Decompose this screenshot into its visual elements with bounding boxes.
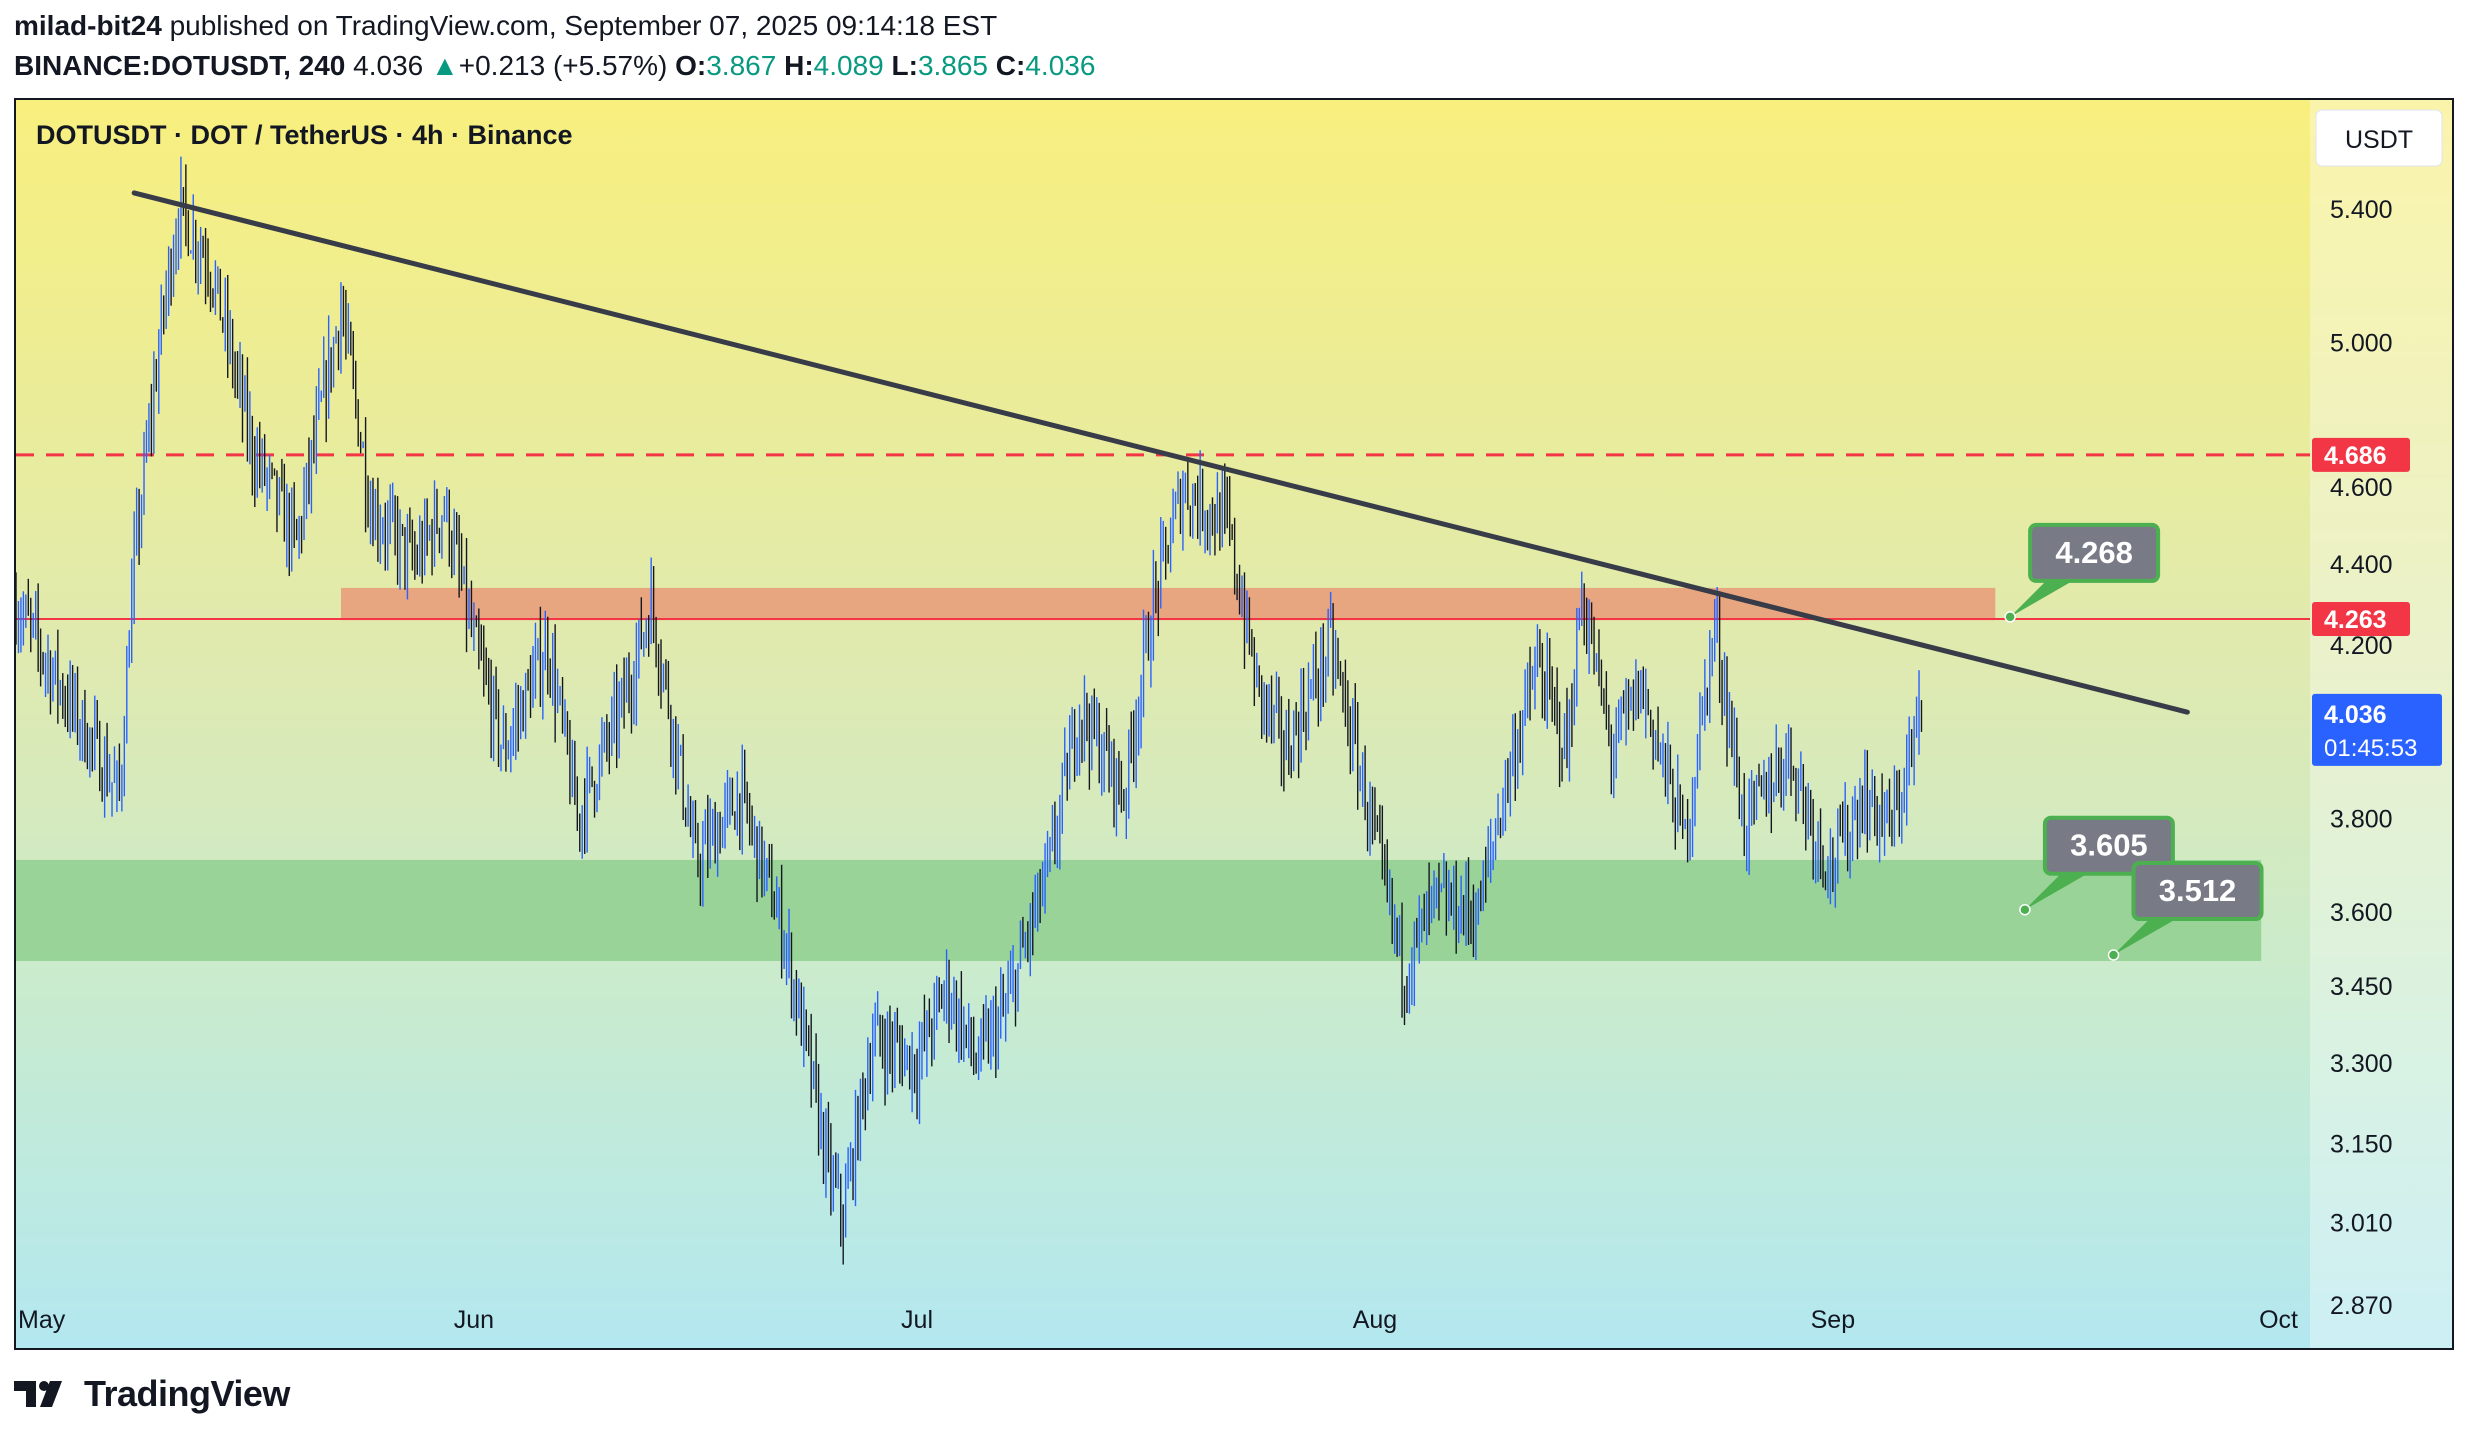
open-label: O: <box>675 50 707 81</box>
change-arrow-icon: ▲ <box>431 50 459 81</box>
y-tick-3.600: 3.600 <box>2330 899 2393 927</box>
callout-label-4.268: 4.268 <box>2055 535 2133 570</box>
y-tick-5.400: 5.400 <box>2330 196 2393 224</box>
callout-label-3.605: 3.605 <box>2070 828 2148 863</box>
footer: TradingView <box>14 1372 290 1416</box>
y-tick-3.800: 3.800 <box>2330 805 2393 833</box>
support-zone[interactable] <box>16 859 2262 961</box>
y-tick-4.600: 4.600 <box>2330 474 2393 502</box>
y-tick-4.400: 4.400 <box>2330 551 2393 579</box>
callout-pointer-4.268 <box>2010 578 2077 617</box>
x-tick-aug: Aug <box>1353 1306 1397 1334</box>
callout-box-3.512[interactable] <box>2131 861 2264 922</box>
open-value: 3.867 <box>706 50 777 81</box>
chart-title: DOTUSDT · DOT / TetherUS · 4h · Binance <box>36 120 573 150</box>
tradingview-logo-icon[interactable] <box>14 1377 70 1411</box>
last-price-label: 4.036 <box>2324 701 2387 729</box>
y-tick-2.870: 2.870 <box>2330 1292 2393 1320</box>
last-price: 4.036 <box>353 50 424 81</box>
y-tick-3.010: 3.010 <box>2330 1210 2393 1238</box>
chart-frame[interactable]: 4.268 3.605 3.512 5.400 5.000 4.600 4.400 4.20… <box>14 98 2454 1350</box>
x-tick-sep: Sep <box>1811 1306 1855 1334</box>
bar-countdown-label: 01:45:53 <box>2324 735 2417 762</box>
descending-trendline[interactable] <box>131 190 2190 715</box>
x-tick-jul: Jul <box>901 1306 933 1334</box>
chart-background <box>16 100 2452 1348</box>
high-value: 4.089 <box>813 50 884 81</box>
tradingview-brand[interactable]: TradingView <box>84 1373 290 1414</box>
symbol-label: BINANCE:DOTUSDT, 240 <box>14 50 346 81</box>
resistance-zone[interactable] <box>340 587 1996 621</box>
callout-box-3.605[interactable] <box>2042 815 2175 876</box>
price-badge-4.686 <box>2312 437 2410 472</box>
y-tick-4.200: 4.200 <box>2330 632 2393 660</box>
callout-anchor-3.512 <box>2107 949 2120 961</box>
low-value: 3.865 <box>917 50 989 81</box>
y-tick-3.300: 3.300 <box>2330 1050 2393 1078</box>
low-label: L: <box>891 50 918 81</box>
x-tick-may: May <box>18 1306 66 1334</box>
close-label: C: <box>995 50 1026 81</box>
callout-anchor-3.605 <box>2019 903 2031 916</box>
last-price-badge <box>2312 693 2442 766</box>
price-chart[interactable]: 4.268 3.605 3.512 5.400 5.000 4.600 4.400 4.20… <box>15 100 2452 1348</box>
callout-pointer-3.605 <box>2024 871 2091 910</box>
author-name[interactable]: milad-bit24 <box>14 10 162 41</box>
symbol-info: BINANCE:DOTUSDT, 240 4.036 ▲+0.213 (+5.5… <box>14 50 1095 82</box>
close-value: 4.036 <box>1025 50 1096 81</box>
price-badge-4.263 <box>2312 601 2410 636</box>
y-tick-3.450: 3.450 <box>2330 973 2393 1001</box>
y-tick-3.150: 3.150 <box>2330 1131 2393 1159</box>
callout-box-4.268[interactable] <box>2028 522 2161 583</box>
callout-pointer-3.512 <box>2113 917 2180 956</box>
x-tick-oct: Oct <box>2259 1306 2298 1334</box>
price-badge-label-4.263: 4.263 <box>2324 606 2387 634</box>
price-badge-label-4.686: 4.686 <box>2324 442 2387 470</box>
y-tick-5.000: 5.000 <box>2330 329 2393 357</box>
currency-button-label: USDT <box>2345 126 2413 154</box>
publish-text: published on TradingView.com, September … <box>161 10 998 41</box>
callout-label-3.512: 3.512 <box>2159 873 2237 908</box>
x-tick-jun: Jun <box>454 1306 494 1334</box>
publish-info: milad-bit24 published on TradingView.com… <box>14 10 997 42</box>
callout-anchor-4.268 <box>2004 611 2016 623</box>
currency-button[interactable] <box>2315 109 2443 167</box>
change-value: +0.213 (+5.57%) <box>458 50 668 81</box>
high-label: H: <box>784 50 814 81</box>
